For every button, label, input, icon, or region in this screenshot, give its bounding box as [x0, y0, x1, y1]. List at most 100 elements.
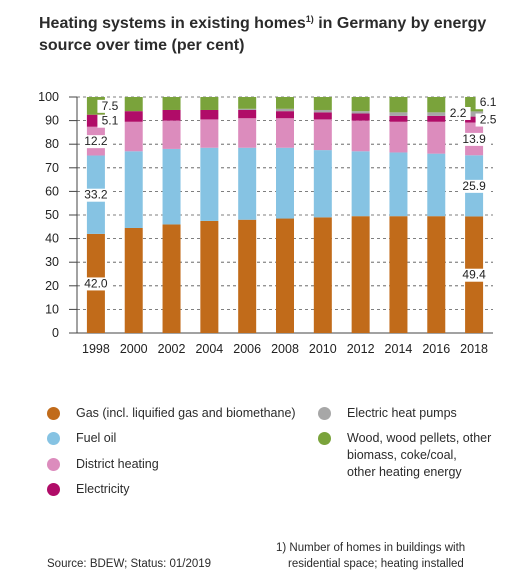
data-label-2018-district-heating-bg: [458, 132, 491, 146]
data-label-1998-district-heating: 12.2: [84, 134, 108, 148]
bar-2010-wood: [313, 97, 332, 110]
bar-2004-fuel-oil: [200, 147, 219, 221]
legend-label-fuel-oil: Fuel oil: [76, 431, 117, 445]
x-tick-label-1998: 1998: [82, 342, 110, 356]
y-tick-label-50: 50: [45, 208, 59, 222]
data-label-2018-fuel-oil-bg: [458, 179, 491, 193]
bar-2006-wood: [238, 97, 257, 109]
bar-2008-heat-pumps: [276, 108, 294, 112]
bar-2012-district-heating: [351, 120, 370, 152]
data-label-2018-gas: 49.4: [462, 268, 486, 282]
legend-label-wood-line3: other heating energy: [347, 465, 462, 479]
legend-swatch-wood: [318, 432, 331, 445]
y-tick-label-20: 20: [45, 279, 59, 293]
bar-2012-gas: [351, 216, 370, 333]
bar-2008-fuel-oil: [276, 147, 294, 219]
y-tick-label-0: 0: [52, 326, 59, 340]
bar-2014-gas: [389, 216, 408, 333]
bar-2000-gas: [124, 227, 143, 333]
source-note: Source: BDEW; Status: 01/2019: [47, 558, 212, 570]
data-label-1998-fuel-oil: 33.2: [84, 188, 108, 202]
x-tick-label-2012: 2012: [347, 342, 375, 356]
data-label-1998-electricity-bg: [97, 114, 123, 128]
bar-2004-wood: [200, 97, 219, 110]
x-tick-label-2004: 2004: [195, 342, 223, 356]
x-tick-label-2016: 2016: [422, 342, 450, 356]
data-label-1998-gas: 42.0: [84, 276, 108, 290]
legend-swatch-electricity: [47, 483, 60, 496]
x-tick-label-2000: 2000: [120, 342, 148, 356]
bar-2006-electricity: [238, 109, 257, 119]
bar-2012-electricity: [351, 113, 370, 121]
data-label-2018-gas-bg: [458, 268, 491, 282]
bar-2008-electricity: [276, 111, 294, 119]
bar-2010-electricity: [313, 112, 332, 120]
bar-2014-heat-pumps: [389, 112, 408, 116]
bar-2004-gas: [200, 220, 219, 333]
data-label-2018-fuel-oil: 25.9: [462, 179, 486, 193]
x-tick-label-2014: 2014: [385, 342, 413, 356]
x-tick-label-2008: 2008: [271, 342, 299, 356]
footnote-line2: residential space; heating installed: [288, 558, 464, 570]
bar-2010-district-heating: [313, 119, 332, 151]
bar-2010-fuel-oil: [313, 150, 332, 218]
bar-2016-heat-pumps: [427, 112, 446, 116]
data-label-1998-district-heating-bg: [79, 135, 112, 149]
legend-label-wood-line1: Wood, wood pellets, other: [347, 431, 492, 445]
bar-2004-district-heating: [200, 119, 219, 148]
title-rest: in Germany by energy source over time (p…: [39, 15, 487, 54]
bar-2012-heat-pumps: [351, 111, 370, 114]
data-label-1998-wood: 7.5: [102, 99, 119, 113]
bar-2008-wood: [276, 97, 294, 109]
data-label-2018-electricity: 2.5: [480, 113, 497, 127]
data-label-2018-district-heating: 13.9: [462, 132, 486, 146]
bar-2016-wood: [427, 97, 446, 113]
legend-label-heat-pumps: Electric heat pumps: [347, 406, 457, 420]
bar-2002-district-heating: [162, 120, 181, 149]
bar-2002-wood: [162, 97, 181, 110]
bar-2012-fuel-oil: [351, 151, 370, 217]
bar-2000-wood: [124, 97, 143, 112]
title-footnote-mark: 1): [305, 14, 314, 24]
data-label-1998-wood-bg: [97, 99, 123, 113]
bar-2002-gas: [162, 224, 181, 333]
bar-2014-wood: [389, 97, 408, 113]
data-label-1998-gas-bg: [79, 277, 112, 291]
y-tick-label-90: 90: [45, 114, 59, 128]
bar-2014-electricity: [389, 115, 408, 122]
y-tick-label-70: 70: [45, 161, 59, 175]
bar-2008-district-heating: [276, 118, 294, 148]
data-label-1998-electricity: 5.1: [102, 114, 119, 128]
bar-2012-wood: [351, 97, 370, 112]
legend-swatch-heat-pumps: [318, 407, 331, 420]
data-label-2018-wood: 6.1: [480, 95, 497, 109]
bar-2018-heat-pumps: [465, 111, 484, 117]
footnote-line1: 1) Number of homes in buildings with: [276, 542, 466, 554]
data-label-2018-electricity-bg: [475, 113, 501, 127]
x-tick-label-2002: 2002: [158, 342, 186, 356]
bar-2006-district-heating: [238, 118, 257, 148]
bar-2000-district-heating: [124, 121, 143, 152]
bar-2010-heat-pumps: [313, 109, 332, 113]
bar-2006-gas: [238, 219, 257, 333]
x-tick-label-2006: 2006: [233, 342, 261, 356]
bar-2018-electricity: [465, 116, 484, 123]
bar-2016-district-heating: [427, 121, 446, 154]
legend-label-electricity: Electricity: [76, 482, 130, 496]
data-label-2018-wood-bg: [475, 96, 501, 110]
bar-2002-electricity: [162, 109, 181, 121]
stacked-bar-chart: 0 10 20 30 40 50 60 70 80 90 100 1998 2000 2002 2004 20…: [38, 90, 501, 356]
bar-2002-fuel-oil: [162, 148, 181, 225]
bar-2000-fuel-oil: [124, 151, 143, 228]
bar-2008-gas: [276, 218, 294, 333]
y-tick-label-40: 40: [45, 232, 59, 246]
data-label-2018-heat-pumps-bg: [445, 106, 471, 120]
y-tick-label-80: 80: [45, 137, 59, 151]
legend-swatch-gas: [47, 407, 60, 420]
legend-label-gas: Gas (incl. liquified gas and biomethane): [76, 406, 296, 420]
bar-2006-heat-pumps: [238, 108, 257, 110]
bar-2014-fuel-oil: [389, 152, 408, 217]
y-tick-label-60: 60: [45, 184, 59, 198]
legend-swatch-district-heating: [47, 458, 60, 471]
x-tick-label-2010: 2010: [309, 342, 337, 356]
